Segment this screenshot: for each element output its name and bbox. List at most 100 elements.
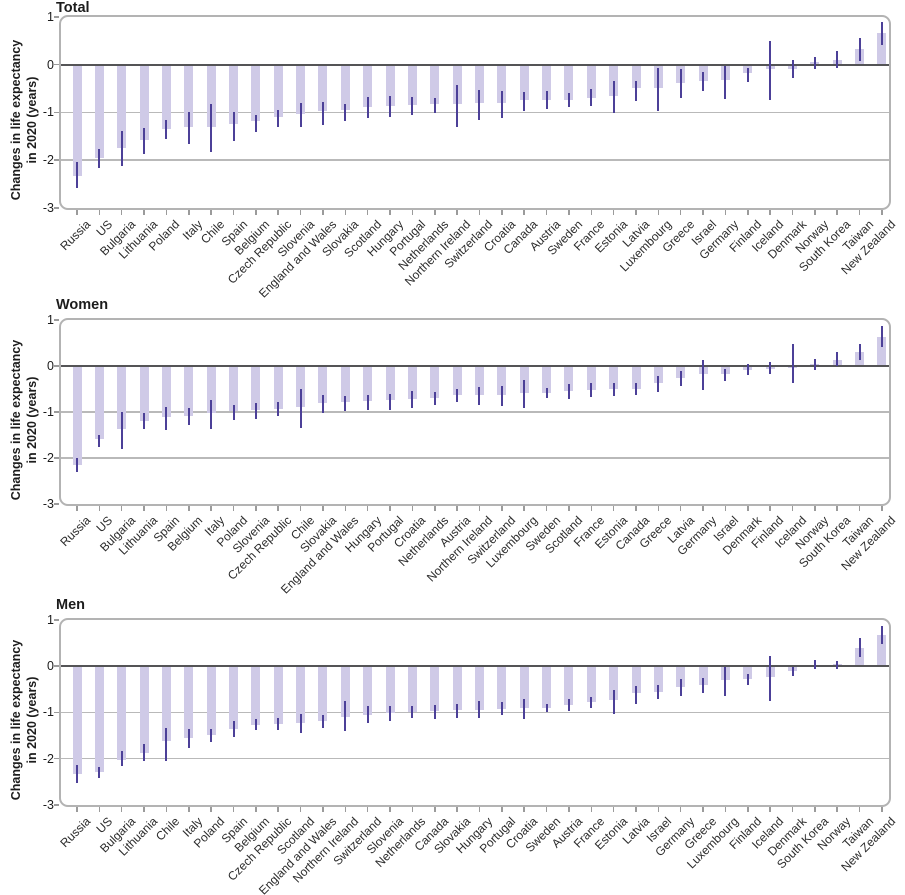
x-axis-tick-women: [120, 506, 123, 511]
x-axis-tick-men: [568, 806, 570, 812]
error-bar-total: [321, 102, 324, 125]
x-axis-tick-men: [120, 806, 123, 812]
bar-women: [363, 366, 373, 401]
bar-women: [296, 366, 306, 407]
x-axis-tick-total: [657, 209, 660, 215]
error-bar-men: [389, 705, 392, 722]
x-axis-tick-men: [612, 806, 615, 812]
x-axis-tick-men: [277, 806, 279, 812]
error-bar-men: [590, 696, 593, 708]
error-bar-total: [232, 112, 235, 141]
error-bar-men: [567, 699, 570, 711]
x-axis-tick-women: [501, 506, 503, 511]
x-axis-tick-men: [769, 806, 771, 812]
bar-women: [72, 366, 82, 466]
bar-total: [363, 64, 373, 108]
y-axis-tick-men: [54, 711, 59, 714]
x-axis-tick-men: [98, 806, 101, 812]
error-bar-men: [143, 744, 146, 762]
x-axis-tick-total: [299, 209, 302, 215]
bar-men: [139, 666, 149, 753]
bar-total: [273, 64, 283, 118]
error-bar-total: [590, 89, 593, 106]
error-bar-women: [76, 458, 78, 473]
bar-total: [161, 64, 171, 130]
x-axis-tick-total: [791, 209, 794, 215]
x-axis-tick-men: [322, 806, 324, 812]
error-bar-men: [277, 717, 280, 730]
error-bar-women: [143, 413, 146, 429]
bar-women: [407, 366, 417, 400]
x-axis-tick-women: [389, 506, 391, 511]
bar-women: [452, 366, 462, 395]
bar-men: [586, 666, 596, 703]
error-bar-total: [567, 92, 570, 108]
x-axis-tick-men: [545, 806, 548, 812]
x-axis-tick-women: [612, 506, 615, 511]
error-bar-men: [232, 721, 235, 737]
error-bar-total: [523, 92, 526, 112]
x-axis-tick-total: [478, 209, 481, 215]
error-bar-women: [232, 405, 235, 421]
error-bar-men: [433, 704, 436, 719]
y-axis-tick-total: [54, 207, 59, 209]
bar-men: [340, 666, 350, 717]
error-bar-total: [165, 119, 168, 140]
error-bar-men: [165, 727, 168, 761]
error-bar-total: [143, 127, 146, 155]
y-axis-tick-label-men: -3: [42, 797, 54, 812]
x-axis-tick-total: [702, 209, 704, 215]
bar-men: [564, 666, 574, 705]
x-axis-tick-total: [523, 209, 525, 215]
bar-women: [161, 366, 171, 417]
x-axis-tick-women: [188, 506, 190, 511]
bar-men: [698, 666, 708, 686]
bar-total: [139, 64, 149, 141]
x-axis-tick-men: [456, 806, 458, 812]
y-axis-tick-label-women: 1: [47, 313, 54, 327]
y-axis-tick-women: [54, 503, 59, 505]
x-axis-tick-total: [747, 209, 749, 215]
x-axis-tick-women: [590, 506, 593, 511]
x-axis-tick-men: [344, 806, 347, 812]
x-axis-tick-total: [858, 209, 861, 215]
bar-women: [229, 366, 239, 412]
error-bar-men: [858, 638, 861, 657]
error-bar-men: [791, 666, 794, 676]
x-axis-tick-women: [299, 506, 302, 511]
x-axis-tick-total: [590, 209, 593, 215]
y-axis-tick-label-total: 0: [47, 57, 54, 72]
x-axis-tick-women: [76, 506, 78, 511]
bar-men: [206, 666, 216, 736]
x-axis-tick-women: [143, 506, 145, 511]
bar-total: [72, 64, 82, 176]
error-bar-total: [433, 98, 436, 114]
bar-total: [631, 64, 641, 88]
error-bar-total: [210, 104, 213, 152]
error-bar-women: [500, 385, 503, 406]
x-axis-tick-men: [478, 806, 481, 812]
bar-total: [296, 64, 306, 115]
x-axis-tick-women: [769, 506, 771, 511]
x-axis-tick-men: [210, 806, 212, 812]
error-bar-men: [836, 661, 839, 669]
error-bar-total: [98, 149, 101, 168]
error-bar-men: [299, 714, 302, 734]
x-axis-tick-total: [143, 209, 145, 215]
error-bar-total: [657, 68, 660, 112]
bar-men: [877, 634, 887, 667]
bar-men: [519, 666, 529, 709]
bar-total: [117, 64, 127, 148]
bar-total: [474, 64, 484, 104]
error-bar-women: [254, 403, 257, 420]
error-bar-women: [299, 389, 302, 429]
error-bar-total: [478, 90, 481, 120]
bar-women: [586, 366, 596, 390]
error-bar-women: [836, 352, 839, 367]
x-axis-tick-men: [657, 806, 660, 812]
error-bar-total: [456, 84, 459, 128]
x-axis-tick-women: [791, 506, 794, 511]
y-axis-tick-total: [54, 16, 59, 18]
error-bar-women: [389, 393, 392, 411]
